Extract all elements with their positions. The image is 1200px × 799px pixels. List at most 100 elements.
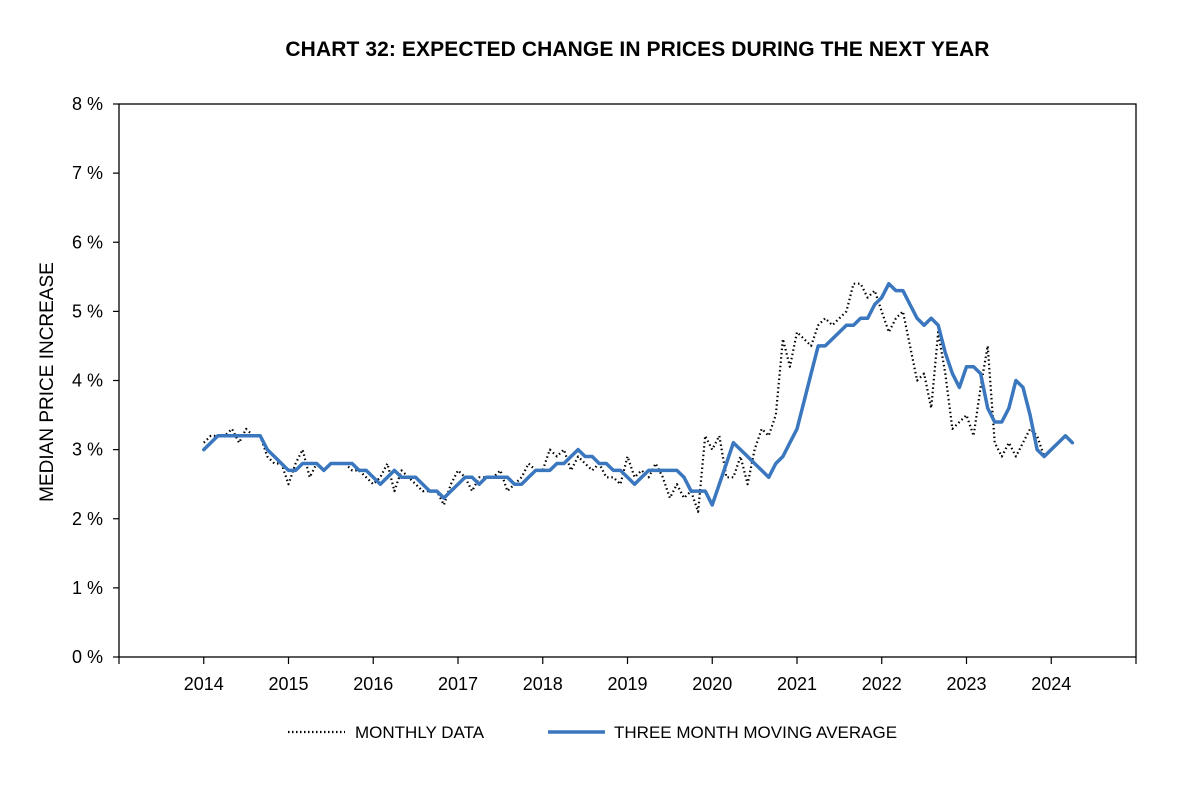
data-point-three-month-moving-average-33: [435, 489, 439, 493]
data-point-monthly-data-23: [364, 475, 368, 479]
data-point-three-month-moving-average-55: [590, 455, 594, 459]
data-point-monthly-data-95: [873, 289, 877, 293]
data-point-three-month-moving-average-31: [421, 482, 425, 486]
data-point-three-month-moving-average-17: [322, 468, 326, 472]
data-point-monthly-data-114: [1007, 441, 1011, 445]
data-point-monthly-data-50: [555, 455, 559, 459]
data-point-three-month-moving-average-107: [957, 385, 961, 389]
data-point-monthly-data-63: [647, 475, 651, 479]
data-point-three-month-moving-average-3: [223, 434, 227, 438]
x-tick-label-2018: 2018: [523, 674, 563, 694]
data-point-three-month-moving-average-54: [583, 455, 587, 459]
data-point-monthly-data-84: [795, 330, 799, 334]
data-point-monthly-data-38: [470, 489, 474, 493]
data-point-monthly-data-28: [400, 468, 404, 472]
data-point-monthly-data-79: [760, 427, 764, 431]
data-point-three-month-moving-average-50: [555, 462, 559, 466]
data-point-monthly-data-36: [456, 468, 460, 472]
y-tick-label-4: 4 %: [72, 371, 103, 391]
x-tick-label-2016: 2016: [353, 674, 393, 694]
data-point-monthly-data-13: [294, 462, 298, 466]
data-point-monthly-data-46: [527, 462, 531, 466]
data-point-three-month-moving-average-11: [279, 462, 283, 466]
data-point-monthly-data-61: [633, 475, 637, 479]
data-point-three-month-moving-average-88: [823, 344, 827, 348]
data-point-three-month-moving-average-118: [1035, 448, 1039, 452]
data-point-monthly-data-96: [880, 309, 884, 313]
data-point-three-month-moving-average-117: [1028, 413, 1032, 417]
data-point-monthly-data-68: [682, 496, 686, 500]
data-point-three-month-moving-average-12: [287, 468, 291, 472]
data-point-monthly-data-57: [604, 475, 608, 479]
y-tick-label-7: 7 %: [72, 163, 103, 183]
data-point-monthly-data-31: [421, 489, 425, 493]
data-point-three-month-moving-average-102: [922, 323, 926, 327]
data-point-three-month-moving-average-74: [724, 462, 728, 466]
data-point-three-month-moving-average-121: [1056, 441, 1060, 445]
data-point-three-month-moving-average-18: [329, 462, 333, 466]
data-point-monthly-data-67: [675, 482, 679, 486]
data-point-monthly-data-101: [915, 379, 919, 383]
data-point-monthly-data-82: [781, 337, 785, 341]
data-point-monthly-data-21: [350, 468, 354, 472]
data-point-three-month-moving-average-37: [463, 475, 467, 479]
data-point-three-month-moving-average-28: [400, 475, 404, 479]
data-point-three-month-moving-average-27: [392, 468, 396, 472]
legend-label-monthly-data: MONTHLY DATA: [355, 723, 485, 742]
data-point-monthly-data-35: [449, 482, 453, 486]
data-point-three-month-moving-average-21: [350, 462, 354, 466]
y-axis-ticks: 0 % 1 % 2 % 3 % 4 % 5 % 6 % 7 % 8 %: [72, 94, 119, 667]
data-point-monthly-data-62: [640, 468, 644, 472]
y-tick-label-8: 8 %: [72, 94, 103, 114]
data-point-monthly-data-111: [986, 344, 990, 348]
data-point-monthly-data-24: [371, 482, 375, 486]
data-point-monthly-data-90: [837, 316, 841, 320]
data-point-three-month-moving-average-9: [265, 448, 269, 452]
data-point-three-month-moving-average-49: [548, 468, 552, 472]
chart-title: CHART 32: EXPECTED CHANGE IN PRICES DURI…: [285, 38, 990, 61]
data-point-three-month-moving-average-79: [760, 468, 764, 472]
data-point-three-month-moving-average-60: [626, 475, 630, 479]
data-point-monthly-data-60: [626, 455, 630, 459]
data-point-monthly-data-54: [583, 462, 587, 466]
data-point-three-month-moving-average-2: [216, 434, 220, 438]
data-point-monthly-data-115: [1014, 455, 1018, 459]
data-point-monthly-data-86: [809, 344, 813, 348]
data-point-monthly-data-70: [696, 510, 700, 514]
data-point-monthly-data-74: [724, 475, 728, 479]
data-point-three-month-moving-average-76: [739, 448, 743, 452]
data-point-monthly-data-58: [611, 475, 615, 479]
data-point-monthly-data-59: [618, 482, 622, 486]
data-point-monthly-data-5: [237, 441, 241, 445]
data-point-three-month-moving-average-100: [908, 303, 912, 307]
data-point-three-month-moving-average-103: [929, 316, 933, 320]
data-point-monthly-data-43: [505, 489, 509, 493]
data-point-three-month-moving-average-0: [202, 448, 206, 452]
data-point-monthly-data-71: [703, 434, 707, 438]
data-point-monthly-data-106: [950, 427, 954, 431]
data-point-three-month-moving-average-36: [456, 482, 460, 486]
data-point-three-month-moving-average-25: [378, 482, 382, 486]
data-point-monthly-data-66: [668, 496, 672, 500]
series-points-three-month-moving-average: [202, 282, 1075, 507]
data-point-monthly-data-87: [816, 323, 820, 327]
data-point-three-month-moving-average-15: [308, 462, 312, 466]
data-point-three-month-moving-average-5: [237, 434, 241, 438]
series-line-three-month-moving-average: [202, 281, 1075, 507]
data-point-three-month-moving-average-63: [647, 468, 651, 472]
data-point-three-month-moving-average-91: [844, 323, 848, 327]
data-point-monthly-data-49: [548, 448, 552, 452]
data-point-three-month-moving-average-111: [986, 406, 990, 410]
data-point-monthly-data-77: [746, 482, 750, 486]
data-point-monthly-data-112: [993, 441, 997, 445]
data-point-three-month-moving-average-43: [505, 475, 509, 479]
data-point-three-month-moving-average-113: [1000, 420, 1004, 424]
data-point-three-month-moving-average-13: [294, 468, 298, 472]
data-point-three-month-moving-average-20: [343, 462, 347, 466]
data-point-three-month-moving-average-106: [950, 372, 954, 376]
y-axis-label: MEDIAN PRICE INCREASE: [37, 262, 58, 502]
data-point-three-month-moving-average-39: [477, 482, 481, 486]
data-point-three-month-moving-average-56: [597, 462, 601, 466]
data-point-monthly-data-14: [301, 448, 305, 452]
data-point-monthly-data-0: [202, 441, 206, 445]
